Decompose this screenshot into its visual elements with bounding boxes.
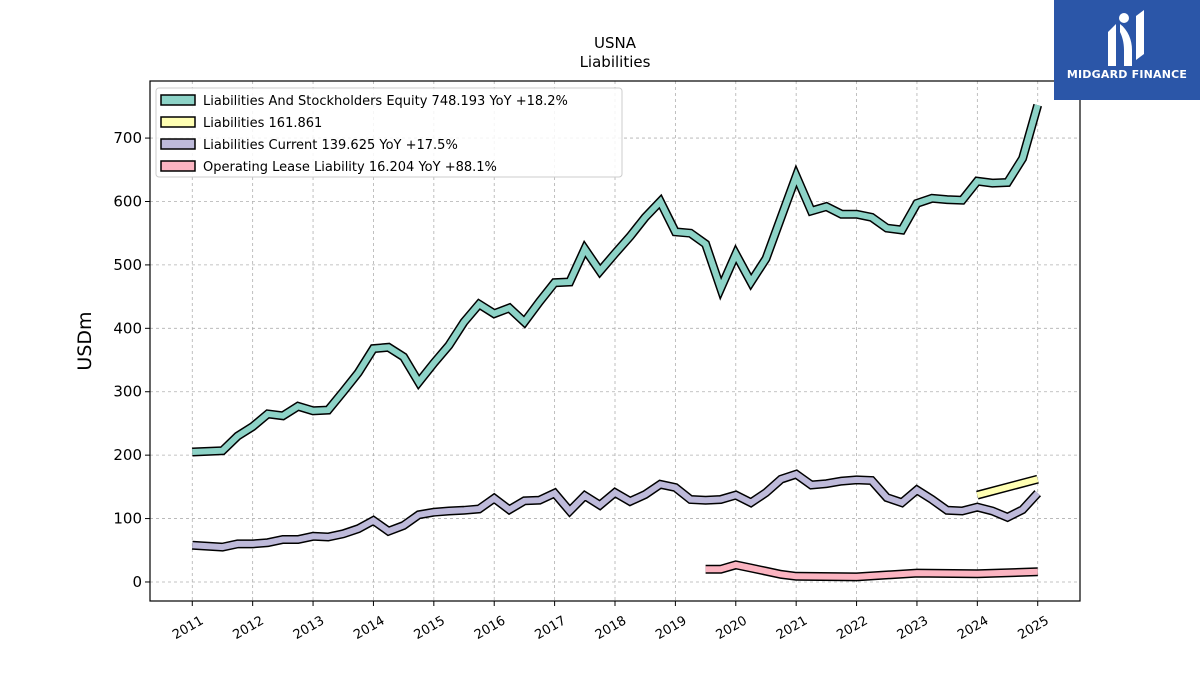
series-line (192, 104, 1041, 455)
series-lines (192, 103, 1043, 582)
legend-swatch (160, 94, 196, 106)
x-axis-ticks: 2011 2012 2013 2014 2015 2016 2017 2018 2019 2020… (170, 601, 1052, 643)
legend-swatch (160, 138, 196, 150)
x-tick-label: 2013 (291, 613, 327, 643)
x-tick-label: 2011 (170, 613, 206, 643)
chart-subtitle: Liabilities (580, 53, 651, 71)
series-liabilities (976, 474, 1039, 500)
logo-mark-icon (1108, 10, 1144, 66)
series-liabilities-and-stockholders-equity (192, 103, 1043, 457)
y-tick-label: 300 (113, 383, 142, 401)
legend: Liabilities And Stockholders Equity 748.… (155, 87, 623, 178)
x-tick-label: 2019 (653, 613, 689, 643)
legend-swatch (160, 160, 196, 172)
legend-swatch (160, 116, 196, 128)
x-tick-label: 2024 (955, 613, 991, 643)
x-tick-label: 2016 (472, 613, 508, 643)
x-tick-label: 2020 (714, 613, 750, 643)
x-tick-label: 2022 (834, 613, 870, 643)
y-tick-label: 400 (113, 319, 142, 337)
x-tick-label: 2015 (412, 613, 448, 643)
series-liabilities-current (192, 469, 1042, 552)
y-tick-label: 600 (113, 192, 142, 210)
y-tick-label: 0 (132, 573, 142, 591)
legend-entry: Liabilities And Stockholders Equity 748.… (203, 94, 568, 109)
y-axis-label: USDm (74, 311, 96, 370)
logo-text: MIDGARD FINANCE (1066, 68, 1188, 81)
series-line (976, 476, 1039, 499)
x-tick-label: 2021 (774, 613, 810, 643)
series-operating-lease-liability (705, 560, 1038, 582)
y-axis-ticks: 0 100 200 300 400 500 600 700 (113, 129, 150, 591)
y-tick-label: 200 (113, 446, 142, 464)
chart-title: USNA (594, 34, 637, 52)
x-tick-label: 2014 (351, 613, 387, 643)
series-line (192, 470, 1040, 551)
legend-entry: Liabilities 161.861 (203, 116, 322, 131)
x-tick-label: 2012 (231, 613, 267, 643)
y-tick-label: 700 (113, 129, 142, 147)
x-tick-label: 2017 (532, 613, 568, 643)
y-tick-label: 100 (113, 510, 142, 528)
x-tick-label: 2025 (1016, 613, 1052, 643)
midgard-finance-logo: MIDGARD FINANCE (1054, 0, 1200, 100)
series-line (705, 561, 1038, 580)
legend-entry: Liabilities Current 139.625 YoY +17.5% (203, 138, 458, 153)
x-tick-label: 2023 (895, 613, 931, 643)
y-tick-label: 500 (113, 256, 142, 274)
legend-entry: Operating Lease Liability 16.204 YoY +88… (203, 160, 497, 175)
x-tick-label: 2018 (593, 613, 629, 643)
